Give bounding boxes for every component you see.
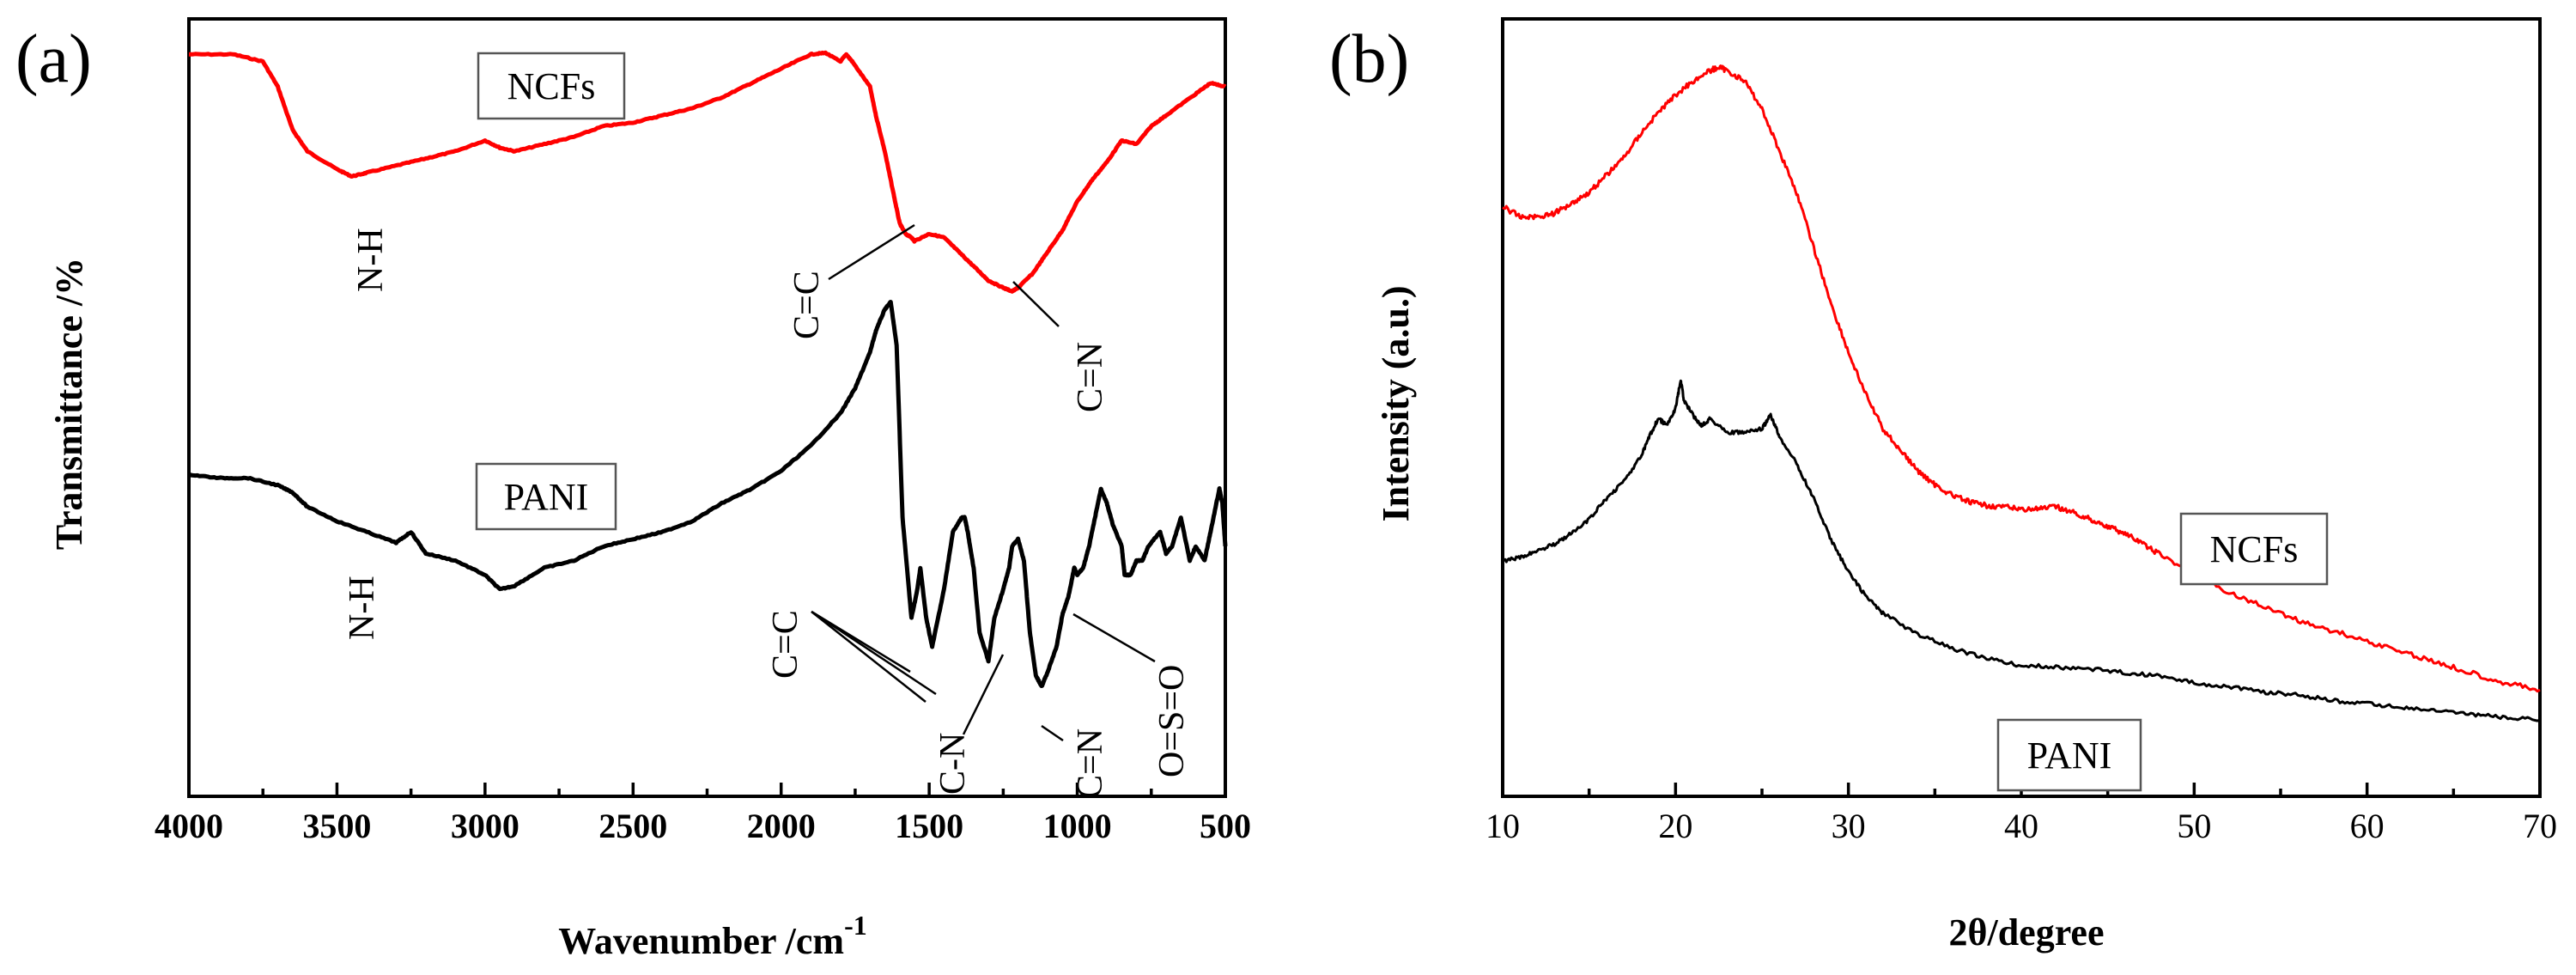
- x-tick-label-a-1000: 1000: [1043, 807, 1112, 845]
- y-axis-title-a: Transmittance /%: [48, 258, 90, 550]
- leader-cc3-pani: [811, 610, 911, 673]
- annot-cc-ncfs: C=C: [787, 271, 827, 339]
- series-line-a-pani: [187, 300, 1228, 688]
- annot-cn-ncfs: C=N: [1071, 342, 1110, 412]
- series-group-a: [187, 50, 1228, 688]
- x-tick-label-a-2500: 2500: [598, 807, 667, 845]
- legend-box-pani-a: [475, 462, 617, 531]
- leader-oso-pani: [1072, 612, 1156, 663]
- legend-box-pani-b: [1996, 718, 2142, 792]
- x-axis-title-a: Wavenumber /cm-1: [558, 910, 867, 962]
- annot-cc-pani: C=C: [766, 610, 805, 679]
- legend-label-pani-a: PANI: [504, 476, 589, 518]
- x-tick-label-a-2000: 2000: [747, 807, 816, 845]
- annot-oso-pani: O=S=O: [1152, 665, 1192, 777]
- x-axis-title-b: 2θ/degree: [1949, 911, 2105, 954]
- series-group-b: [1502, 64, 2541, 722]
- x-tick-label-b-40: 40: [2004, 807, 2038, 845]
- x-tick-label-b-70: 70: [2523, 807, 2557, 845]
- legend-label-pani-b: PANI: [2027, 734, 2112, 777]
- x-tick-label-a-4000: 4000: [155, 807, 223, 845]
- x-tick-label-b-60: 60: [2350, 807, 2385, 845]
- panel-a-ftir: (a) 4000 3500 3000 2500 2000 1500 1000 500 N-H …: [15, 17, 1251, 962]
- x-tick-label-b-50: 50: [2177, 807, 2211, 845]
- annot-nh-pani: N-H: [343, 576, 382, 640]
- x-tick-label-b-20: 20: [1658, 807, 1692, 845]
- leader-cn-ncfs: [1012, 281, 1060, 327]
- plot-frame-a: [187, 17, 1227, 798]
- panel-label-b: (b): [1329, 21, 1409, 97]
- legend-label-ncfs-a: NCFs: [507, 65, 596, 107]
- x-axis-title-a-main: Wavenumber /cm: [558, 920, 844, 962]
- annot-c-n-pani: C-N: [933, 733, 973, 795]
- legend-label-ncfs-b: NCFs: [2210, 528, 2299, 570]
- leader-cn-single-pani: [962, 654, 1005, 735]
- panel-label-a: (a): [15, 21, 92, 97]
- y-axis-title-b: Intensity (a.u.): [1375, 285, 1417, 521]
- x-axis-title-a-sup: -1: [844, 910, 867, 941]
- annot-nh-ncfs: N-H: [351, 228, 391, 292]
- series-line-b-pani: [1502, 379, 2541, 722]
- x-tick-label-a-500: 500: [1200, 807, 1251, 845]
- leader-cn-double-pani: [1041, 724, 1064, 742]
- x-ticks-a: 4000 3500 3000 2500 2000 1500 1000 500: [155, 783, 1251, 845]
- x-tick-label-a-3000: 3000: [451, 807, 519, 845]
- legend-box-ncfs-b: [2179, 512, 2329, 586]
- x-tick-label-b-10: 10: [1485, 807, 1520, 845]
- x-tick-label-a-3500: 3500: [302, 807, 371, 845]
- legend-box-ncfs-a: [477, 52, 626, 120]
- x-tick-label-b-30: 30: [1832, 807, 1866, 845]
- leader-cc-ncfs: [828, 223, 915, 281]
- x-ticks-b: 10 20 30 40 50 60 70: [1485, 783, 2557, 845]
- x-tick-label-a-1500: 1500: [895, 807, 963, 845]
- annot-c-dn-pani: C=N: [1071, 728, 1110, 799]
- plot-frame-b: [1501, 17, 2542, 798]
- leader-cc1-pani: [811, 611, 927, 703]
- series-line-b-ncfs: [1502, 64, 2541, 693]
- series-line-a-ncfs: [188, 50, 1227, 294]
- panel-b-xrd: (b) 10 20 30 40 50 60 70 NCFs PANI Intensity (…: [1329, 17, 2557, 954]
